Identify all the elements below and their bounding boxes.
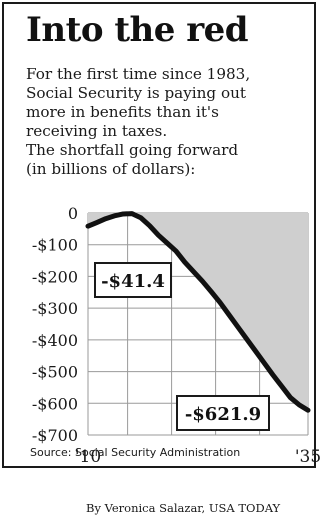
data-label-box [176, 395, 270, 431]
y-tick-label: -$300 [32, 299, 78, 318]
chart-axis-labels: 0 -$100 -$200 -$300 -$400 -$500 -$600 -$700 '10 '… [32, 204, 320, 467]
y-tick-label: -$100 [32, 236, 78, 255]
subtitle-line: (in billions of dollars): [26, 160, 196, 178]
chart-line-layer [85, 211, 311, 413]
shortfall-chart: 0 -$100 -$200 -$300 -$400 -$500 -$600 -$700 '10 '… [32, 204, 320, 467]
data-label-box [94, 262, 172, 298]
data-label: -$621.9 [185, 404, 261, 425]
chart-area-layer [88, 213, 308, 411]
shortfall-line [85, 211, 311, 413]
shortfall-area [88, 213, 308, 411]
x-tick-label: '35 [295, 447, 320, 467]
subtitle-line: Social Security is paying out [26, 84, 247, 102]
graphic-title: Into the red [26, 10, 249, 50]
source-note: Source: Social Security Administration [30, 446, 241, 459]
y-tick-label: -$200 [32, 267, 78, 286]
y-tick-label: -$400 [32, 331, 78, 350]
subtitle-line: The shortfall going forward [26, 141, 239, 159]
subtitle-line: For the first time since 1983, [26, 65, 251, 83]
x-tick-label: '10 [75, 447, 101, 467]
subtitle-line: receiving in taxes. [26, 122, 168, 140]
data-label: -$41.4 [101, 271, 165, 292]
byline-credit: By Veronica Salazar, USA TODAY [86, 501, 281, 515]
y-tick-label: 0 [68, 204, 78, 223]
chart-data-labels: -$41.4 -$621.9 [94, 262, 270, 431]
subtitle-line: more in benefits than it's [26, 103, 219, 121]
y-tick-label: -$600 [32, 394, 78, 413]
graphic-subtitle: For the first time since 1983, Social Se… [26, 65, 311, 179]
y-tick-label: -$500 [32, 363, 78, 382]
y-tick-label: -$700 [32, 426, 78, 445]
